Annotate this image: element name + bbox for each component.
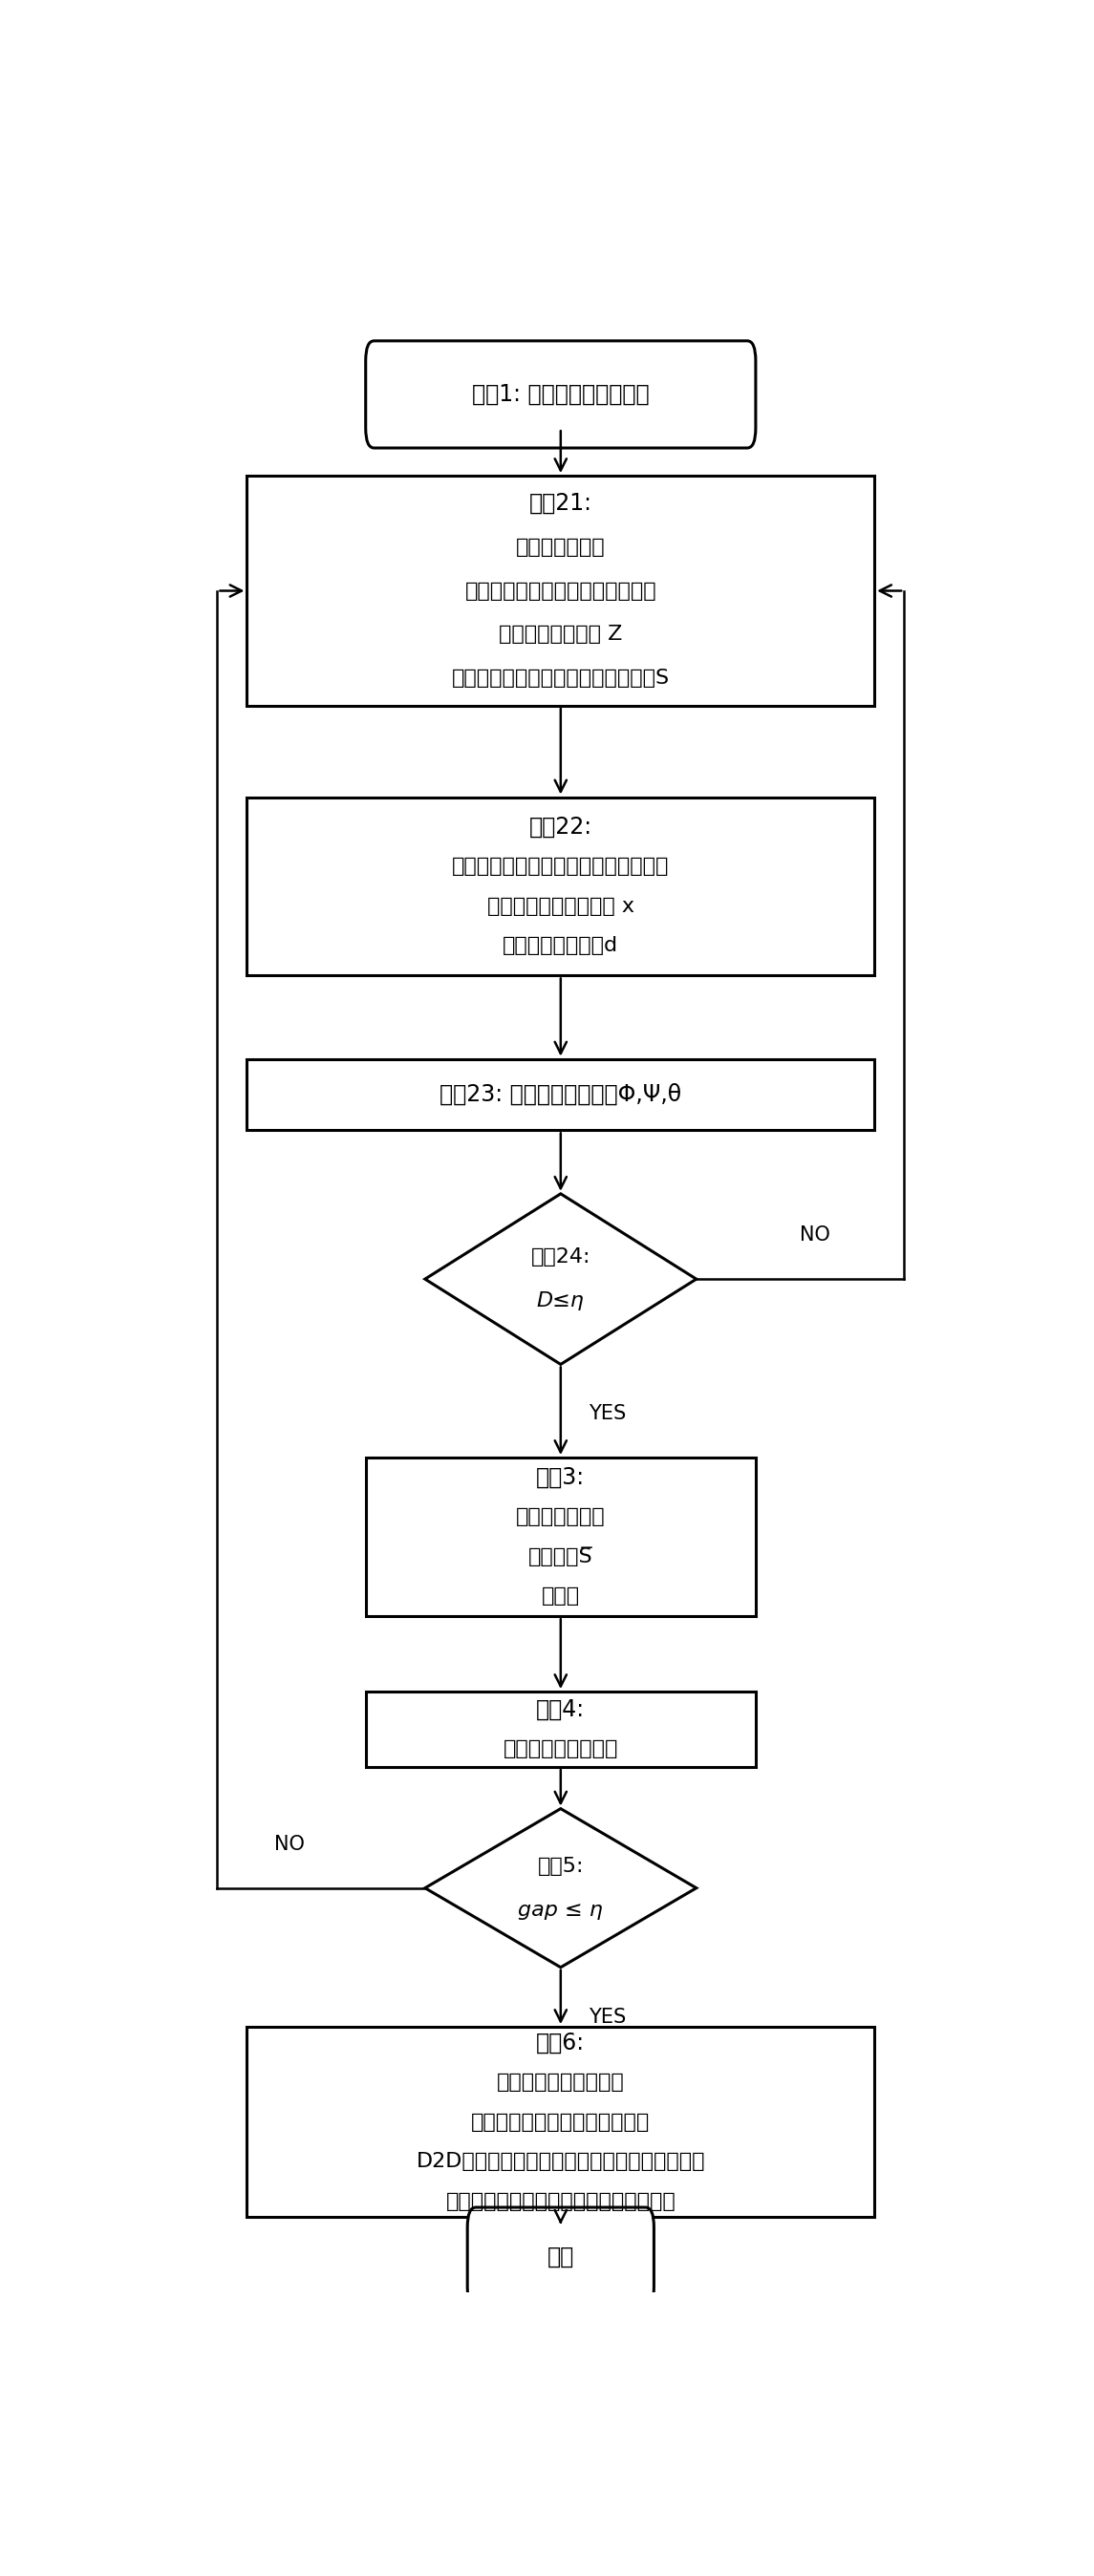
Text: 步骤21:: 步骤21: xyxy=(529,492,592,515)
Text: 用户在整个带宽内的速率辅助变量: 用户在整个带宽内的速率辅助变量 xyxy=(465,582,656,600)
Text: NO: NO xyxy=(800,1226,830,1244)
Text: YES: YES xyxy=(589,1404,626,1425)
Text: 步骤5:: 步骤5: xyxy=(537,1857,584,1875)
Text: D≤η: D≤η xyxy=(537,1291,584,1311)
Text: 发射用户端的上行链路发射波束: 发射用户端的上行链路发射波束 xyxy=(472,2112,650,2130)
Bar xyxy=(247,477,874,706)
Polygon shape xyxy=(424,1808,697,1968)
Text: 步骤1: 初始化参数以及变量: 步骤1: 初始化参数以及变量 xyxy=(472,384,650,407)
Text: YES: YES xyxy=(589,2007,626,2027)
Text: 结束: 结束 xyxy=(547,2246,574,2269)
Text: gap ≤ η: gap ≤ η xyxy=(519,1901,603,1919)
Text: 步骤22:: 步骤22: xyxy=(529,817,592,837)
Text: 确定各用户的传输模式: 确定各用户的传输模式 xyxy=(497,2074,625,2092)
FancyBboxPatch shape xyxy=(467,2208,654,2306)
Text: 目标值: 目标值 xyxy=(542,1587,580,1605)
Text: 辅助变量S̅: 辅助变量S̅ xyxy=(528,1548,593,1566)
Text: 中继传输模式，基站的下行链路发射波束: 中继传输模式，基站的下行链路发射波束 xyxy=(445,2192,676,2210)
Polygon shape xyxy=(424,1193,697,1365)
Text: 步骤4:: 步骤4: xyxy=(536,1698,585,1721)
Text: 步骤3:: 步骤3: xyxy=(536,1466,585,1489)
Text: 传输模式控制变量d: 传输模式控制变量d xyxy=(503,935,618,956)
Text: 计算各接收波束: 计算各接收波束 xyxy=(516,1507,605,1528)
Text: 用户速率辅助变量限制中的辅助变量S: 用户速率辅助变量限制中的辅助变量S xyxy=(452,670,670,688)
Text: 计算各发射波束: 计算各发射波束 xyxy=(516,538,605,556)
Bar xyxy=(247,1059,874,1131)
Text: 计算与各发射波束相关的波束赋形矩阵: 计算与各发射波束相关的波束赋形矩阵 xyxy=(452,858,670,876)
Text: 传输模式辅助变量 Z: 传输模式辅助变量 Z xyxy=(499,626,622,644)
Text: 步骤24:: 步骤24: xyxy=(531,1247,591,1267)
FancyBboxPatch shape xyxy=(365,340,756,448)
Text: 单位带宽速率辅助变量 x: 单位带宽速率辅助变量 x xyxy=(487,896,635,914)
Text: D2D传输模式，发射用户端的下行链路发射波束: D2D传输模式，发射用户端的下行链路发射波束 xyxy=(416,2151,706,2172)
Text: NO: NO xyxy=(275,1834,304,1855)
Bar xyxy=(365,1458,756,1615)
Bar xyxy=(247,2027,874,2218)
Text: 步骤23: 更新拉格朗日矩阵Φ,Ψ,θ: 步骤23: 更新拉格朗日矩阵Φ,Ψ,θ xyxy=(440,1082,682,1105)
Text: 计算所有用户的权重: 计算所有用户的权重 xyxy=(503,1739,618,1759)
Bar xyxy=(365,1692,756,1767)
Bar xyxy=(247,796,874,976)
Text: 步骤6:: 步骤6: xyxy=(536,2032,585,2053)
